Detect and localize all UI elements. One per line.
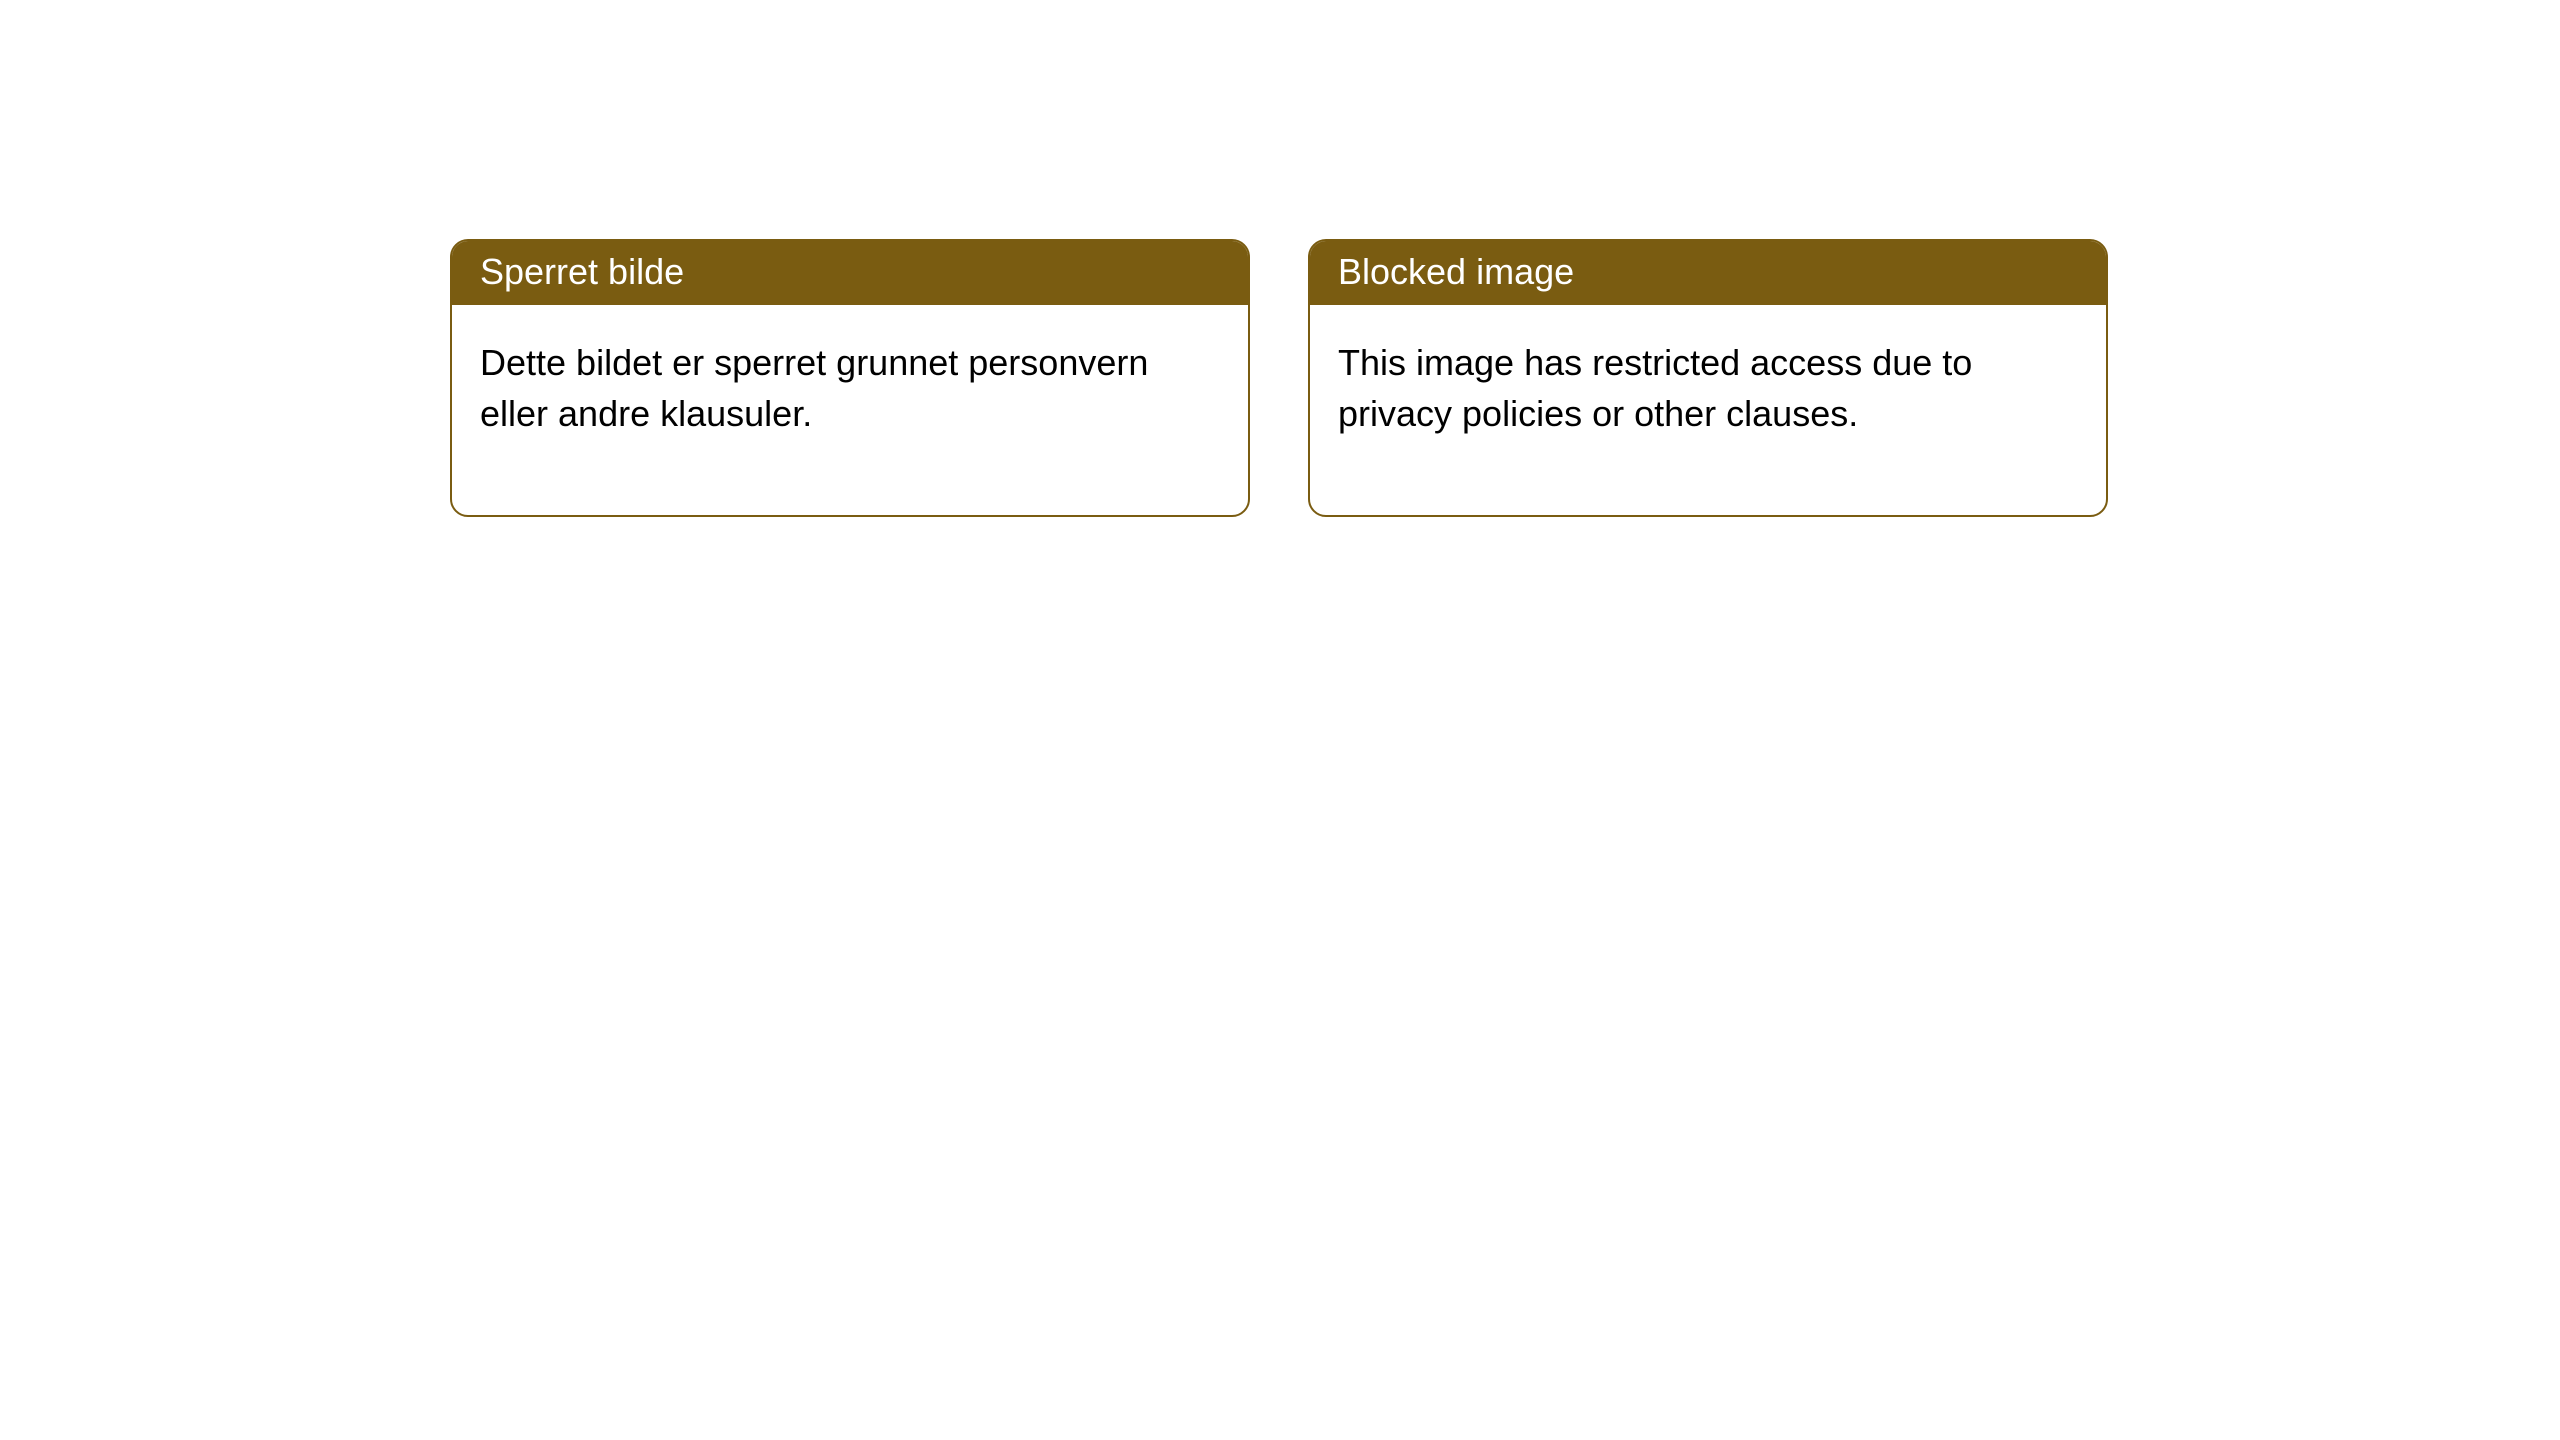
notice-body: Dette bildet er sperret grunnet personve… (452, 305, 1248, 515)
notice-body: This image has restricted access due to … (1310, 305, 2106, 515)
notice-card-norwegian: Sperret bilde Dette bildet er sperret gr… (450, 239, 1250, 517)
notice-title: Sperret bilde (452, 241, 1248, 305)
notice-container: Sperret bilde Dette bildet er sperret gr… (0, 0, 2560, 517)
notice-title: Blocked image (1310, 241, 2106, 305)
notice-card-english: Blocked image This image has restricted … (1308, 239, 2108, 517)
